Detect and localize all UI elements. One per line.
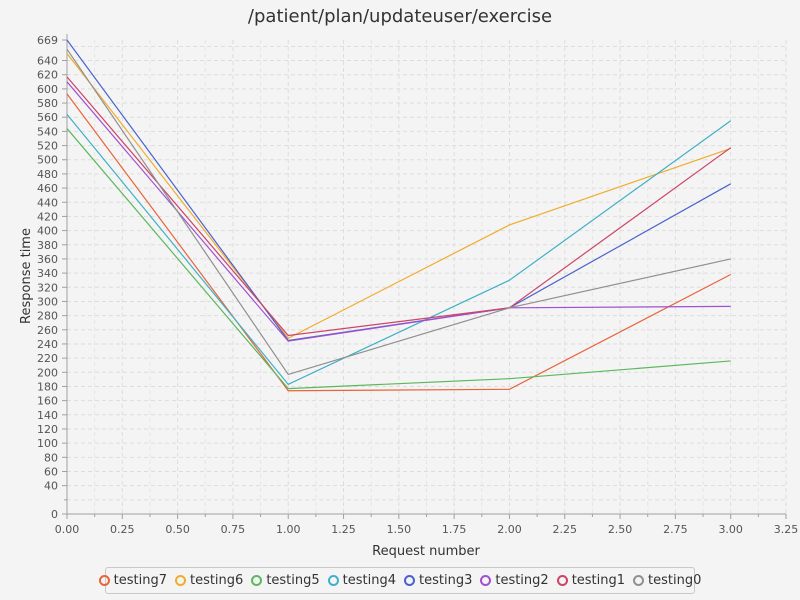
x-tick-label: 0.25 [110, 523, 135, 536]
y-tick-label: 200 [37, 366, 58, 379]
y-tick-label: 180 [37, 380, 58, 393]
legend-swatch-icon [633, 575, 645, 586]
y-tick-label: 0 [51, 508, 58, 521]
x-tick-label: 2.75 [663, 523, 688, 536]
y-tick-label: 140 [37, 409, 58, 422]
x-tick-label: 0.00 [55, 523, 80, 536]
y-tick-label: 640 [37, 55, 58, 68]
y-tick-label: 340 [37, 267, 58, 280]
y-tick-label: 669 [37, 34, 58, 47]
legend-label: testing1 [571, 573, 626, 588]
x-tick-label: 2.50 [608, 523, 633, 536]
x-tick-label: 1.00 [276, 523, 301, 536]
x-tick-label: 0.50 [165, 523, 190, 536]
x-tick-label: 3.25 [774, 523, 799, 536]
y-tick-label: 500 [37, 154, 58, 167]
legend-label: testing6 [189, 573, 244, 588]
legend-swatch-icon [174, 575, 186, 586]
y-tick-label: 160 [37, 395, 58, 408]
legend-swatch-icon [556, 575, 568, 586]
series-line-testing1 [66, 76, 732, 337]
y-tick-label: 480 [37, 168, 58, 181]
y-tick-label: 540 [37, 125, 58, 138]
chart-legend: testing7 testing6 testing5 testing4 testing3… [98, 567, 701, 594]
y-tick-label: 560 [37, 111, 58, 124]
y-tick-label: 300 [37, 295, 58, 308]
legend-item-testing0[interactable]: testing0 [633, 573, 701, 588]
legend-swatch-icon [251, 575, 263, 586]
x-tick-label: 1.75 [442, 523, 467, 536]
y-tick-label: 580 [37, 97, 58, 110]
y-axis-label: Response time [19, 228, 34, 324]
legend-label: testing3 [419, 573, 473, 588]
legend-item-testing5[interactable]: testing5 [251, 573, 320, 588]
legend-label: testing4 [342, 573, 396, 588]
x-tick-label: 1.50 [387, 523, 412, 536]
y-tick-label: 440 [37, 196, 58, 209]
y-tick-label: 120 [37, 423, 58, 436]
legend-label: testing0 [648, 573, 702, 588]
legend-label: testing5 [266, 573, 320, 588]
y-tick-label: 600 [37, 83, 58, 96]
legend-item-testing2[interactable]: testing2 [480, 573, 549, 588]
y-tick-label: 80 [44, 451, 58, 464]
x-tick-label: 3.00 [718, 523, 743, 536]
legend-label: testing2 [495, 573, 549, 588]
y-tick-label: 320 [37, 281, 58, 294]
series-line-testing6 [66, 53, 731, 340]
y-tick-label: 380 [37, 239, 58, 252]
x-tick-label: 0.75 [221, 523, 246, 536]
y-tick-label: 420 [37, 210, 58, 223]
y-tick-label: 280 [37, 310, 58, 323]
series-line-testing0 [66, 48, 731, 376]
x-tick-label: 2.25 [553, 523, 578, 536]
y-tick-label: 40 [44, 480, 58, 493]
y-tick-label: 400 [37, 225, 58, 238]
y-tick-label: 100 [37, 437, 58, 450]
legend-swatch-icon [327, 575, 339, 586]
legend-item-testing6[interactable]: testing6 [174, 573, 244, 588]
x-tick-label: 1.25 [331, 523, 356, 536]
chart-title: /patient/plan/updateuser/exercise [247, 6, 553, 27]
legend-swatch-icon [98, 575, 110, 586]
y-tick-label: 220 [37, 352, 58, 365]
y-tick-label: 620 [37, 69, 58, 82]
y-tick-label: 520 [37, 140, 58, 153]
legend-swatch-icon [480, 575, 492, 586]
y-tick-label: 60 [44, 465, 58, 478]
series-line-testing4 [66, 114, 732, 386]
x-axis-label: Request number [372, 544, 480, 559]
legend-item-testing4[interactable]: testing4 [327, 573, 396, 588]
y-tick-label: 360 [37, 253, 58, 266]
y-tick-label: 460 [37, 182, 58, 195]
legend-item-testing3[interactable]: testing3 [404, 573, 472, 588]
legend-label: testing7 [113, 573, 167, 588]
series-line-testing5 [66, 128, 731, 390]
x-tick-label: 2.00 [497, 523, 522, 536]
legend-item-testing7[interactable]: testing7 [98, 573, 167, 588]
legend-swatch-icon [404, 575, 415, 586]
y-tick-label: 240 [37, 338, 58, 351]
series-line-testing7 [66, 93, 731, 392]
legend-item-testing1[interactable]: testing1 [556, 573, 626, 588]
y-tick-label: 260 [37, 324, 58, 337]
